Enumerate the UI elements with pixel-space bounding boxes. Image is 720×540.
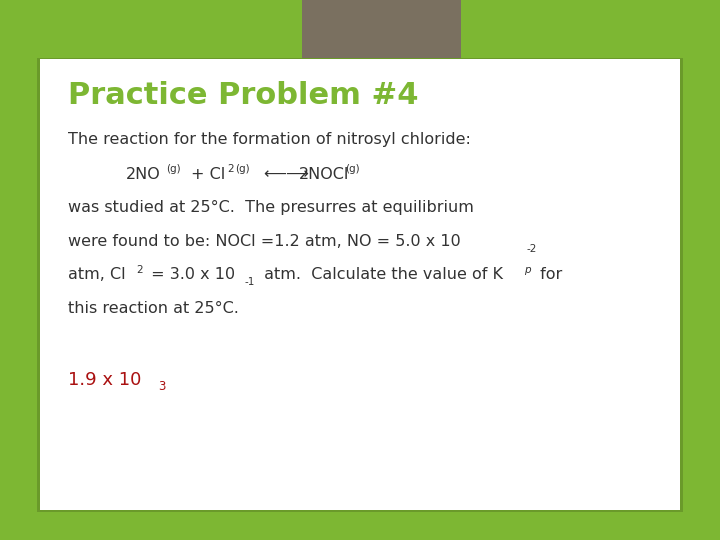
Text: 2NOCl: 2NOCl xyxy=(299,167,349,182)
Text: this reaction at 25°C.: this reaction at 25°C. xyxy=(68,301,239,316)
Text: Practice Problem #4: Practice Problem #4 xyxy=(68,81,419,110)
FancyBboxPatch shape xyxy=(40,59,680,510)
Text: atm, Cl: atm, Cl xyxy=(68,267,126,282)
Text: 3: 3 xyxy=(158,381,166,394)
Text: = 3.0 x 10: = 3.0 x 10 xyxy=(146,267,235,282)
Text: (g): (g) xyxy=(166,164,181,174)
Text: + Cl: + Cl xyxy=(191,167,225,182)
Text: 1.9 x 10: 1.9 x 10 xyxy=(68,371,142,389)
Text: (g): (g) xyxy=(235,164,250,174)
Text: (g): (g) xyxy=(346,164,360,174)
Text: 2: 2 xyxy=(227,164,233,174)
FancyBboxPatch shape xyxy=(302,0,461,59)
Text: ⟵⟶: ⟵⟶ xyxy=(263,167,309,182)
FancyBboxPatch shape xyxy=(37,58,683,512)
Text: p: p xyxy=(524,265,531,275)
Text: 2: 2 xyxy=(136,265,143,275)
Text: The reaction for the formation of nitrosyl chloride:: The reaction for the formation of nitros… xyxy=(68,132,472,147)
Text: 2NO: 2NO xyxy=(126,167,161,182)
Text: -2: -2 xyxy=(526,244,536,254)
Text: were found to be: NOCl =1.2 atm, NO = 5.0 x 10: were found to be: NOCl =1.2 atm, NO = 5.… xyxy=(68,234,461,249)
Text: atm.  Calculate the value of K: atm. Calculate the value of K xyxy=(259,267,503,282)
Text: -1: -1 xyxy=(244,277,254,287)
Text: for: for xyxy=(535,267,562,282)
Text: was studied at 25°C.  The presurres at equilibrium: was studied at 25°C. The presurres at eq… xyxy=(68,200,474,215)
